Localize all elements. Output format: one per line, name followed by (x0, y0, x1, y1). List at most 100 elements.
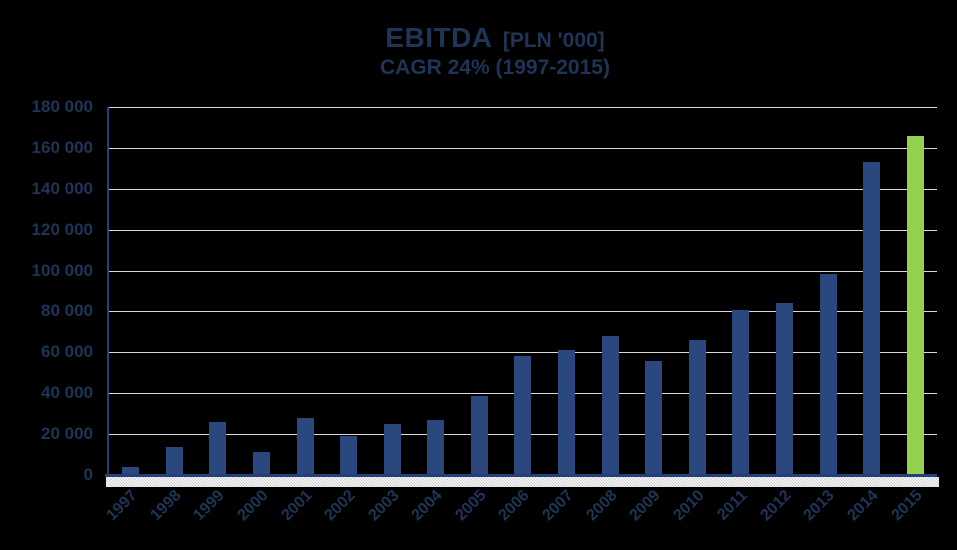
x-axis-label-2004: 2004 (408, 487, 446, 525)
x-axis-labels: 1997 1998 1999 2000 2001 2002 2003 2004 2005 2006… (103, 477, 935, 537)
x-label-slot-2000: 2000 (234, 477, 282, 537)
y-axis-label-180000: 180 000 (31, 97, 93, 116)
x-axis-label-2003: 2003 (365, 487, 403, 525)
bar-series (109, 107, 937, 475)
x-label-slot-2007: 2007 (539, 477, 587, 537)
gridline-100000 (109, 270, 937, 272)
x-axis-label-2015: 2015 (888, 487, 926, 525)
x-label-slot-1997: 1997 (103, 477, 151, 537)
chart-title: EBITDA [PLN '000] (0, 22, 957, 54)
x-axis-label-2006: 2006 (495, 487, 534, 525)
bar-1997 (122, 466, 140, 475)
bar-slot-2001 (283, 107, 327, 475)
x-label-slot-2010: 2010 (670, 477, 718, 537)
x-axis-label-1998: 1998 (147, 487, 185, 525)
bar-slot-2012 (763, 107, 807, 475)
x-axis-label-1999: 1999 (190, 487, 228, 525)
bar-2007 (558, 350, 576, 475)
bar-2012 (775, 303, 793, 475)
gridline-80000 (109, 311, 937, 313)
bar-slot-2005 (458, 107, 502, 475)
bar-slot-2006 (501, 107, 545, 475)
bar-slot-2008 (588, 107, 632, 475)
y-axis-label-120000: 120 000 (31, 219, 93, 239)
x-label-slot-2011: 2011 (714, 477, 761, 537)
gridline-60000 (109, 352, 937, 354)
x-axis-label-2011: 2011 (714, 487, 751, 524)
x-label-slot-2005: 2005 (452, 477, 500, 537)
bar-slot-2004 (414, 107, 458, 475)
bar-slot-1998 (153, 107, 197, 475)
bar-2005 (470, 396, 488, 475)
y-axis-label-80000: 80 000 (41, 301, 93, 321)
y-axis-label-60000: 60 000 (41, 342, 93, 362)
y-axis-label-140000: 140 000 (31, 178, 93, 198)
x-axis-line (105, 474, 937, 477)
bar-slot-2013 (806, 107, 850, 475)
x-label-slot-2004: 2004 (408, 477, 456, 537)
x-label-slot-2015: 2015 (888, 477, 935, 537)
x-axis-label-2008: 2008 (582, 487, 621, 525)
x-label-slot-2008: 2008 (582, 477, 630, 537)
x-label-slot-1999: 1999 (190, 477, 238, 537)
bar-2013 (819, 273, 837, 475)
y-axis-labels: 0 20 000 40 000 60 000 80 000 100 000 120 000 1… (0, 97, 97, 484)
x-axis-label-2010: 2010 (670, 487, 708, 525)
bar-2010 (688, 340, 706, 475)
x-axis-label-2002: 2002 (321, 487, 359, 525)
bar-2015 (906, 135, 924, 475)
x-label-slot-2009: 2009 (626, 477, 674, 537)
x-axis-label-2000: 2000 (234, 487, 272, 525)
x-label-slot-1998: 1998 (147, 477, 195, 537)
bar-slot-2000 (240, 107, 284, 475)
bar-2014 (863, 162, 881, 475)
x-axis-label-2013: 2013 (800, 487, 839, 525)
bar-2003 (383, 423, 401, 475)
gridline-160000 (109, 147, 937, 149)
bar-slot-2014 (850, 107, 894, 475)
y-axis-label-40000: 40 000 (41, 383, 93, 403)
bar-slot-2007 (545, 107, 589, 475)
bar-2008 (601, 335, 619, 475)
x-axis-label-2007: 2007 (539, 487, 577, 525)
bar-slot-2002 (327, 107, 371, 475)
bar-2006 (514, 356, 532, 475)
x-label-slot-2002: 2002 (321, 477, 369, 537)
x-label-slot-2012: 2012 (757, 477, 805, 537)
x-label-slot-2001: 2001 (277, 477, 325, 537)
x-axis-label-2001: 2001 (277, 487, 316, 525)
x-label-slot-2006: 2006 (495, 477, 543, 537)
x-label-slot-2003: 2003 (365, 477, 412, 537)
bar-2009 (645, 360, 663, 475)
bar-1998 (165, 447, 183, 475)
gridline-180000 (109, 107, 937, 108)
bar-2002 (340, 436, 358, 475)
bar-slot-1997 (109, 107, 153, 475)
bar-slot-2003 (370, 107, 414, 475)
plot-area (105, 107, 939, 487)
bar-slot-2010 (676, 107, 720, 475)
chart-title-main: EBITDA (385, 22, 493, 53)
bar-2004 (427, 419, 445, 475)
bar-slot-2011 (719, 107, 763, 475)
y-axis-label-20000: 20 000 (41, 424, 93, 444)
axis-shadow-band (106, 477, 939, 487)
x-axis-label-2005: 2005 (452, 487, 490, 525)
x-label-slot-2013: 2013 (800, 477, 848, 537)
x-axis-label-2012: 2012 (757, 487, 795, 525)
x-axis-label-2014: 2014 (844, 487, 882, 525)
chart-subtitle: CAGR 24% (1997-2015) (380, 56, 610, 80)
bar-slot-2009 (632, 107, 676, 475)
bar-slot-1999 (196, 107, 240, 475)
bar-1999 (209, 421, 227, 475)
gridline-140000 (109, 188, 937, 190)
x-axis-label-2009: 2009 (626, 487, 664, 525)
gridline-120000 (109, 229, 937, 231)
bar-2000 (253, 451, 271, 475)
x-label-slot-2014: 2014 (844, 477, 892, 537)
x-axis-label-1997: 1997 (103, 487, 141, 525)
y-axis-label-0: 0 (83, 465, 93, 484)
chart-title-unit-text: [PLN '000] (502, 29, 605, 52)
bar-2011 (732, 310, 750, 475)
bar-2001 (296, 417, 314, 475)
